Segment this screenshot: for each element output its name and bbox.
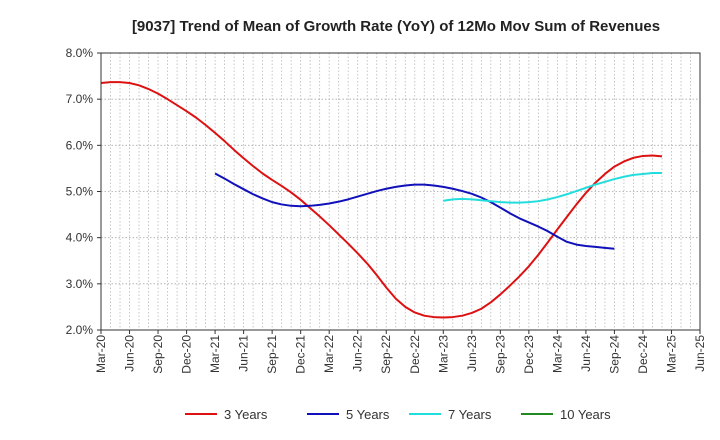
x-tick-label: Jun-21 (237, 335, 251, 372)
x-tick-label: Mar-22 (322, 335, 336, 373)
x-axis: Mar-20 Jun-20 Sep-20 Dec-20 Mar-21 Jun-21 Sep-… (94, 330, 707, 374)
series-layer (100, 81, 663, 319)
y-tick-label: 2.0% (66, 323, 94, 337)
series-line-3-years (100, 81, 663, 319)
legend-label: 10 Years (560, 407, 611, 422)
x-tick-label: Jun-22 (351, 335, 365, 372)
legend-label: 3 Years (224, 407, 268, 422)
x-tick-label: Dec-20 (180, 335, 194, 374)
plot-frame (100, 52, 701, 331)
x-tick-label: Sep-24 (607, 335, 621, 374)
y-tick-label: 7.0% (66, 92, 94, 106)
x-tick-label: Jun-25 (693, 335, 707, 372)
legend: 3 Years 5 Years 7 Years 10 Years (185, 407, 611, 422)
x-tick-label: Sep-21 (265, 335, 279, 374)
x-tick-label: Dec-24 (636, 335, 650, 374)
y-tick-label: 4.0% (66, 231, 94, 245)
series-line-7-years (443, 172, 662, 204)
x-tick-label: Sep-22 (379, 335, 393, 374)
legend-label: 7 Years (448, 407, 492, 422)
x-tick-label: Jun-24 (579, 335, 593, 372)
y-tick-label: 3.0% (66, 277, 94, 291)
y-tick-label: 5.0% (66, 185, 94, 199)
series-line-5-years (214, 172, 615, 250)
grid (101, 53, 700, 330)
x-tick-label: Jun-20 (123, 335, 137, 372)
x-tick-label: Mar-23 (436, 335, 450, 373)
x-tick-label: Mar-25 (664, 335, 678, 373)
x-tick-label: Jun-23 (465, 335, 479, 372)
x-tick-label: Mar-21 (208, 335, 222, 373)
legend-label: 5 Years (346, 407, 390, 422)
x-tick-label: Dec-23 (522, 335, 536, 374)
x-tick-label: Mar-20 (94, 335, 108, 373)
y-tick-label: 6.0% (66, 138, 94, 152)
chart-title: [9037] Trend of Mean of Growth Rate (YoY… (132, 18, 660, 35)
y-axis: 2.0% 3.0% 4.0% 5.0% 6.0% 7.0% 8.0% (66, 46, 101, 337)
x-tick-label: Dec-22 (408, 335, 422, 374)
x-tick-label: Mar-24 (550, 335, 564, 373)
y-tick-label: 8.0% (66, 46, 94, 60)
x-tick-label: Dec-21 (294, 335, 308, 374)
x-tick-label: Sep-20 (151, 335, 165, 374)
x-tick-label: Sep-23 (493, 335, 507, 374)
